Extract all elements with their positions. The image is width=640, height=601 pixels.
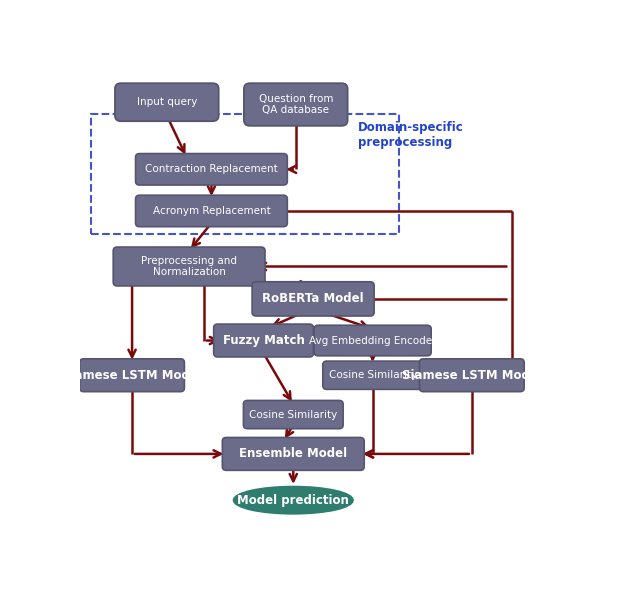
Text: Fuzzy Match: Fuzzy Match [223,334,305,347]
Text: Siamese LSTM Model: Siamese LSTM Model [402,369,542,382]
Text: Cosine Similarity: Cosine Similarity [328,370,417,380]
FancyBboxPatch shape [252,282,374,316]
Text: Siamese LSTM Model: Siamese LSTM Model [62,369,202,382]
FancyBboxPatch shape [222,438,364,471]
Text: Ensemble Model: Ensemble Model [239,447,348,460]
FancyBboxPatch shape [80,359,184,392]
FancyBboxPatch shape [113,247,265,286]
Text: Preprocessing and
Normalization: Preprocessing and Normalization [141,255,237,277]
Text: Question from
QA database: Question from QA database [259,94,333,115]
FancyBboxPatch shape [115,83,219,121]
Ellipse shape [234,487,353,514]
Text: Acronym Replacement: Acronym Replacement [152,206,270,216]
FancyBboxPatch shape [314,325,431,356]
FancyBboxPatch shape [214,324,314,357]
FancyBboxPatch shape [243,400,343,429]
FancyBboxPatch shape [244,83,348,126]
Text: Contraction Replacement: Contraction Replacement [145,164,278,174]
Bar [92,114,399,234]
Text: Input query: Input query [136,97,197,107]
Text: Avg Embedding Encoder: Avg Embedding Encoder [309,335,436,346]
FancyBboxPatch shape [136,154,287,185]
FancyBboxPatch shape [323,361,422,389]
Text: Domain-specific
preprocessing: Domain-specific preprocessing [358,121,463,148]
FancyBboxPatch shape [136,195,287,227]
Text: Cosine Similarity: Cosine Similarity [249,409,337,419]
Text: Model prediction: Model prediction [237,493,349,507]
Text: RoBERTa Model: RoBERTa Model [262,292,364,305]
FancyBboxPatch shape [419,359,524,392]
